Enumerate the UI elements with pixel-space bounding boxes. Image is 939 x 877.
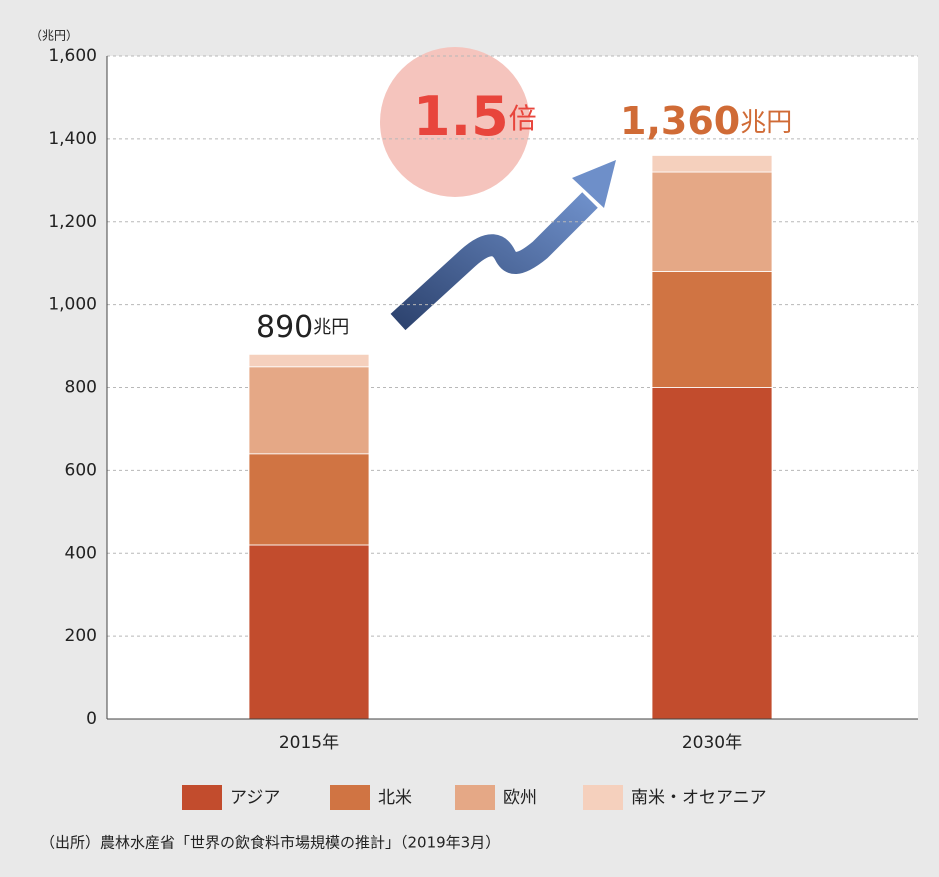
legend-swatch <box>583 785 623 810</box>
legend-swatch <box>330 785 370 810</box>
legend-swatch <box>182 785 222 810</box>
annotation: 890兆円 <box>256 310 349 345</box>
legend-swatch <box>455 785 495 810</box>
y-tick-label: 1,200 <box>48 212 97 232</box>
y-tick-label: 600 <box>65 460 97 480</box>
y-unit-label: （兆円） <box>30 29 78 43</box>
y-tick-label: 1,400 <box>48 129 97 149</box>
y-tick-label: 800 <box>65 378 97 398</box>
bar-segment <box>248 366 370 455</box>
arrow-head <box>572 160 616 208</box>
y-tick-label: 200 <box>65 626 97 646</box>
bar-segment <box>248 453 370 546</box>
annotation-unit: 倍 <box>509 102 537 135</box>
x-tick-label: 2015年 <box>279 733 339 753</box>
annotation-value: 890 <box>256 310 313 345</box>
annotation: 1,360兆円 <box>620 99 792 143</box>
bar-segment <box>248 353 370 368</box>
y-tick-label: 1,000 <box>48 295 97 315</box>
legend-label: 欧州 <box>503 788 537 808</box>
y-tick-label: 1,600 <box>48 46 97 66</box>
bar-segment <box>651 271 773 388</box>
annotation-unit: 兆円 <box>313 317 349 338</box>
highlight-circle <box>380 47 530 197</box>
legend-label: 南米・オセアニア <box>631 788 767 808</box>
y-tick-label: 0 <box>86 709 97 729</box>
annotation-value: 1,360 <box>620 99 740 143</box>
source-note: （出所）農林水産省「世界の飲食料市場規模の推計」（2019年3月） <box>40 834 500 852</box>
annotation: 1.5倍 <box>413 85 537 148</box>
bar-segment <box>651 171 773 272</box>
annotation-unit: 兆円 <box>740 108 792 138</box>
bar-segment <box>248 544 370 720</box>
y-tick-label: 400 <box>65 543 97 563</box>
bar-segment <box>651 387 773 720</box>
growth-arrow <box>390 192 598 331</box>
legend-label: アジア <box>230 788 280 808</box>
legend-label: 北米 <box>378 788 412 808</box>
x-tick-label: 2030年 <box>682 733 742 753</box>
annotation-value: 1.5 <box>413 85 509 148</box>
bar-segment <box>651 155 773 173</box>
